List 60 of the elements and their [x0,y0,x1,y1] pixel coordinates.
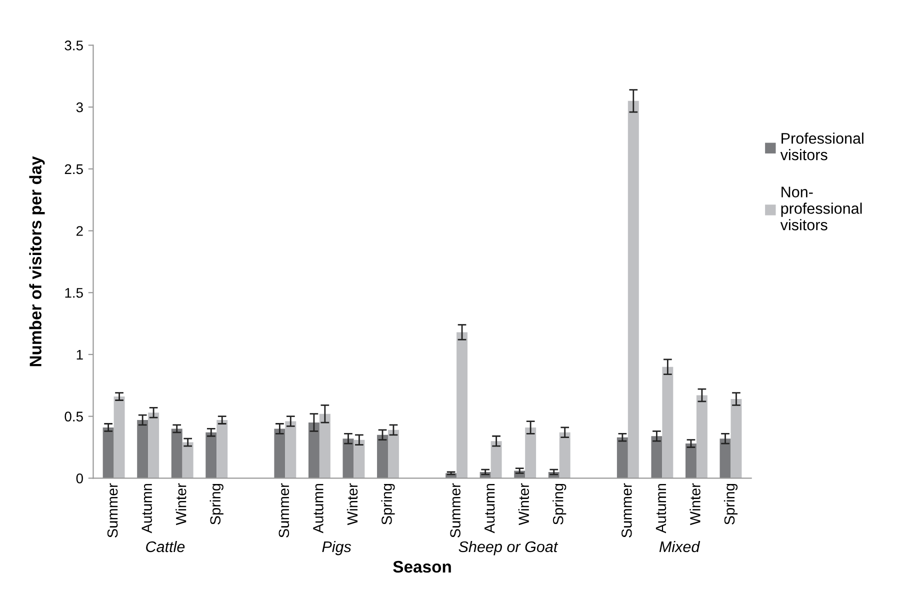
bar [696,395,708,478]
x-tick-label: Summer [622,483,632,538]
bar [651,436,662,478]
text: Mixed [659,540,700,552]
x-tick-label: Summer [278,483,290,538]
x-tick-label: Autumn [313,484,324,534]
x-tick-label: Spring [210,484,224,525]
bar [216,420,228,478]
x-tick-label: Winter [690,483,700,526]
y-tick-label: 2 [76,226,83,236]
bar [628,100,639,478]
bar [354,440,365,478]
x-tick-label: Winter [518,483,530,526]
x-tick-label: Spring [552,484,566,525]
y-axis-title: Number of visitors per day [29,156,45,366]
bar [308,422,320,478]
x-tick-label: Summer [450,483,460,538]
bar [730,399,742,478]
bar [137,420,148,478]
x-tick-label: Winter [346,483,358,526]
x-tick-label: Autumn [484,484,495,534]
bar [662,366,674,478]
x-tick-label: Spring [724,484,738,525]
text: Cattle [146,540,185,552]
bar [686,444,696,478]
x-tick-label: Summer [107,483,118,538]
bar [342,438,354,478]
bar [388,430,399,478]
y-tick-label: 3 [76,102,83,112]
legend-label: Non- professional visitors [780,186,862,230]
legend-label: Professional visitors [780,132,864,160]
x-tick-label: Autumn [142,484,152,534]
bar [319,414,330,478]
bar [559,432,570,478]
bar [114,396,125,478]
bar [720,438,731,478]
bar [171,428,182,478]
y-tick-label: 1 [76,350,83,360]
bar [377,434,388,478]
text: Pigs [322,540,352,556]
bar [525,427,536,478]
bar [102,427,114,478]
bar [182,442,194,478]
x-axis-title: Season [393,560,451,573]
y-tick-label: 1.5 [65,288,83,298]
bar [285,421,296,478]
y-tick-label: 3.5 [64,40,83,50]
x-tick-label: Spring [381,484,395,525]
x-tick-label: Autumn [656,484,666,534]
bar [148,412,160,478]
bar [616,437,628,478]
bar [206,432,217,478]
y-tick-label: 2.5 [64,164,83,174]
y-tick-label: 0.5 [64,412,83,422]
bar [490,441,502,478]
text: Sheep or Goat [458,540,558,556]
x-tick-label: Winter [176,483,186,526]
y-tick-label: 0 [76,474,83,484]
bar [456,332,468,478]
bar [274,428,286,478]
